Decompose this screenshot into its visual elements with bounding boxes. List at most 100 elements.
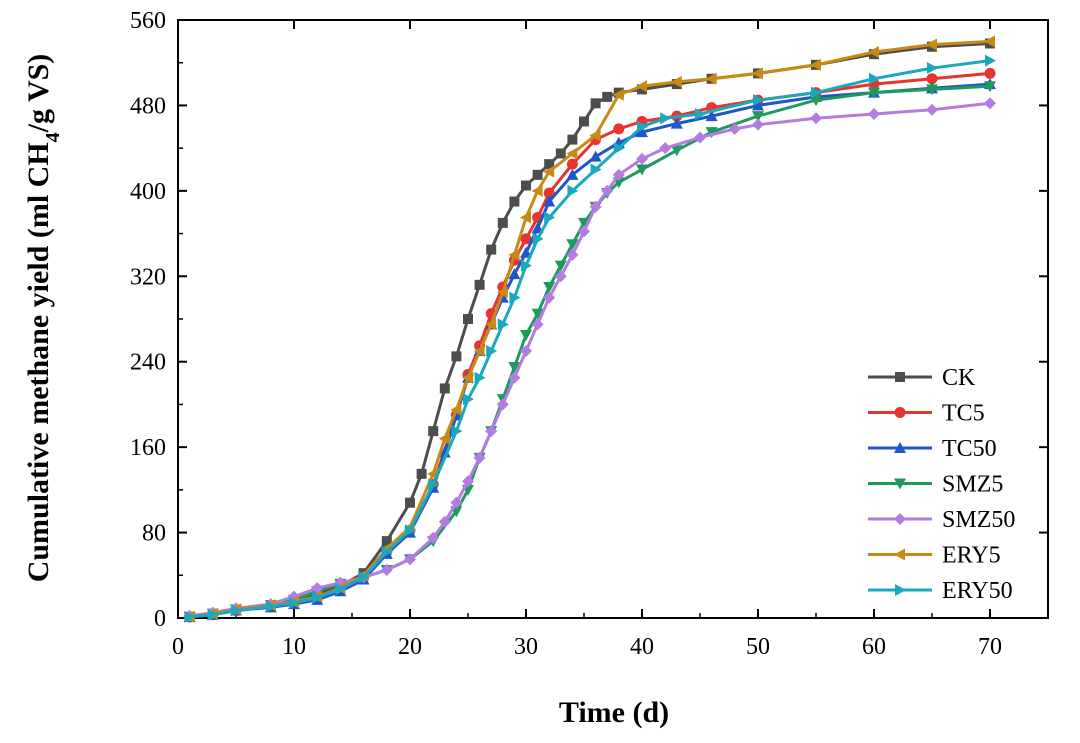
data-point-smz50 (810, 112, 822, 125)
data-point-ery50 (451, 425, 463, 438)
data-point-smz50 (601, 184, 614, 197)
y-axis-title-subscript: 4 (42, 132, 64, 142)
data-point-smz50 (380, 563, 393, 576)
data-point-ery5 (438, 432, 450, 445)
data-point-ery50 (753, 94, 764, 107)
series-line-ck (189, 42, 991, 619)
data-point-smz5 (868, 87, 880, 99)
series-layer (183, 35, 996, 623)
data-point-tc5 (520, 233, 532, 245)
legend-marker-smz50 (894, 513, 906, 525)
data-point-smz50 (473, 451, 486, 464)
data-point-ery50 (869, 72, 880, 85)
data-point-ery50 (985, 54, 996, 67)
data-point-ery50 (207, 608, 219, 621)
legend-marker-tc5 (894, 407, 906, 418)
data-point-ery5 (612, 88, 624, 101)
data-point-ery5 (589, 129, 601, 142)
x-axis-title: Time (d) (559, 696, 669, 729)
data-point-tc50 (752, 99, 764, 111)
data-point-smz5 (984, 81, 996, 93)
data-point-ery50 (811, 86, 822, 99)
series-line-smz50 (189, 101, 991, 618)
data-point-ery5 (496, 286, 508, 299)
data-point-smz50 (485, 425, 498, 438)
data-point-ery5 (450, 403, 462, 416)
data-point-smz50 (566, 248, 579, 261)
legend-label-ery50: ERY50 (942, 578, 1013, 604)
legend-label-tc50: TC50 (942, 436, 997, 462)
data-point-tc5 (566, 158, 578, 170)
data-point-ery50 (695, 107, 706, 120)
data-point-ck (602, 91, 613, 102)
data-point-ery5 (752, 67, 763, 80)
data-point-smz50 (694, 131, 706, 144)
data-point-ck (532, 169, 543, 180)
data-point-ery5 (485, 318, 497, 331)
data-point-ery50 (335, 583, 347, 596)
data-point-smz5 (578, 217, 590, 229)
data-point-tc5 (926, 73, 938, 85)
y-tick-label: 320 (130, 264, 166, 290)
data-point-ery50 (381, 545, 393, 558)
data-point-tc50 (508, 268, 521, 280)
data-point-ery50 (486, 345, 498, 358)
data-point-smz5 (566, 239, 579, 251)
data-point-smz5 (810, 95, 822, 107)
legend-label-tc5: TC5 (942, 401, 985, 427)
data-point-tc5 (984, 67, 996, 79)
data-point-ery5 (810, 58, 821, 71)
data-point-smz5 (543, 281, 556, 293)
data-point-ck (416, 468, 427, 479)
series-ery50 (184, 54, 996, 623)
data-point-tc50 (670, 117, 683, 129)
data-point-smz50 (508, 371, 521, 384)
legend-label-smz5: SMZ5 (942, 472, 1003, 498)
data-point-ery5 (531, 184, 543, 197)
data-point-ck (439, 383, 450, 394)
legend-marker-ery50 (895, 584, 906, 596)
data-point-ery50 (428, 478, 440, 491)
data-point-smz50 (496, 398, 509, 411)
data-point-smz50 (612, 168, 625, 181)
legend-label-ck: CK (942, 365, 976, 391)
data-point-tc50 (543, 195, 556, 207)
series-tc50 (183, 78, 996, 622)
x-tick-label: 20 (398, 634, 422, 660)
data-point-ery50 (544, 211, 556, 224)
data-point-ck (451, 351, 462, 362)
legend-marker-ck (895, 372, 905, 382)
data-point-ck (590, 98, 601, 109)
data-point-ery50 (521, 259, 532, 272)
data-point-ck (463, 314, 473, 324)
x-tick-label: 0 (172, 634, 184, 660)
data-point-smz50 (984, 97, 996, 110)
data-point-ery50 (613, 142, 625, 155)
data-point-ery50 (231, 604, 242, 617)
data-point-smz50 (462, 475, 474, 488)
data-point-ck (555, 148, 566, 159)
y-tick-label: 160 (130, 435, 166, 461)
data-point-smz50 (589, 200, 602, 213)
data-point-ery50 (463, 393, 474, 406)
data-point-ery50 (312, 591, 324, 604)
data-point-ery50 (265, 600, 277, 613)
data-point-ery50 (358, 571, 370, 584)
data-point-ck (509, 196, 520, 207)
data-point-ck (497, 217, 508, 228)
data-point-smz5 (554, 260, 567, 272)
data-point-ery50 (590, 163, 602, 176)
data-point-tc50 (589, 150, 602, 162)
data-point-ck (579, 116, 589, 127)
data-point-smz50 (578, 225, 590, 238)
data-point-ery50 (927, 62, 938, 75)
x-tick-label: 30 (514, 634, 538, 660)
data-point-ery50 (497, 318, 509, 331)
data-point-smz5 (752, 111, 764, 123)
data-point-smz50 (531, 318, 544, 331)
data-point-ery50 (289, 597, 300, 610)
data-point-ck (428, 426, 439, 437)
data-point-ery50 (405, 524, 416, 537)
data-point-ery5 (566, 147, 578, 160)
